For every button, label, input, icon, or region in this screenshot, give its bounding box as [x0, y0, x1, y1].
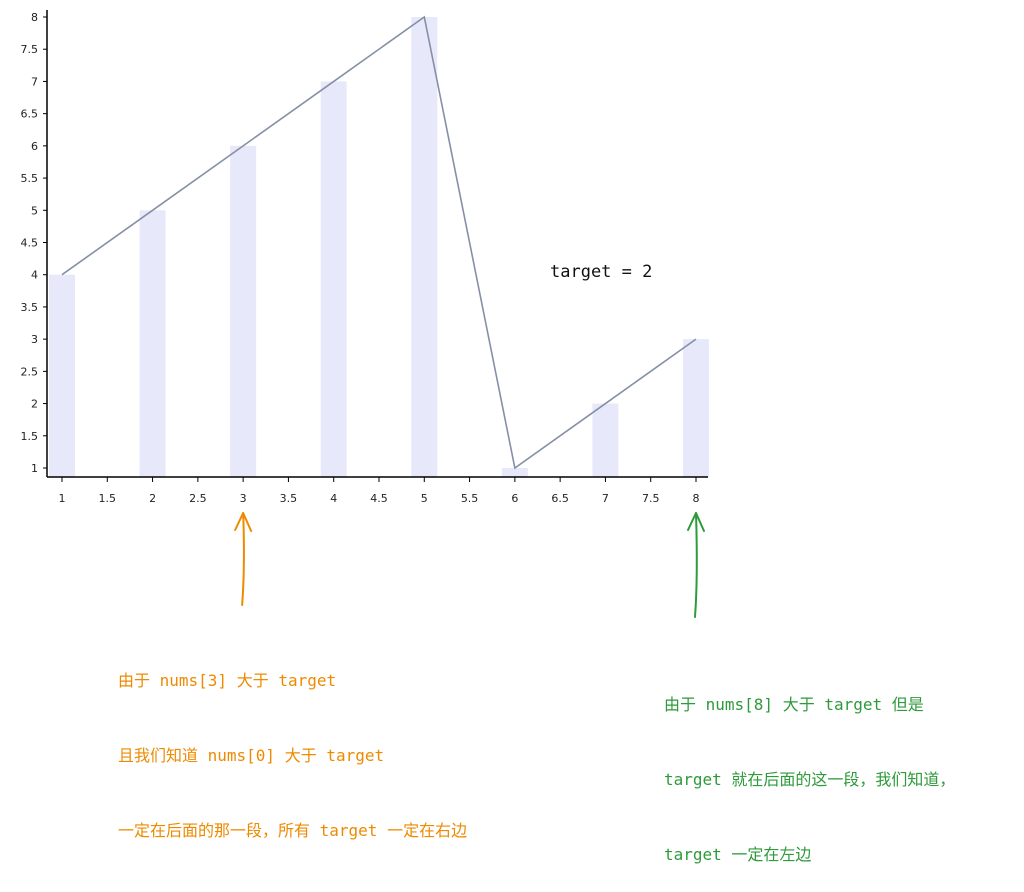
y-tick-label: 7	[31, 75, 38, 88]
bar-8	[683, 339, 709, 477]
green-arrow	[687, 512, 705, 618]
line-layer	[61, 15, 697, 470]
bar-5	[411, 17, 438, 477]
bar-1	[49, 274, 75, 477]
x-tick-label: 6.5	[551, 492, 569, 505]
orange-arrow	[234, 512, 253, 606]
x-tick-label: 2.5	[189, 492, 207, 505]
y-tick-label: 4.5	[21, 237, 39, 250]
x-tick-label: 3.5	[280, 492, 298, 505]
x-tick-label: 4.5	[370, 492, 388, 505]
y-tick-label: 1	[31, 462, 38, 475]
y-tick-label: 7.5	[21, 43, 39, 56]
target-label: target = 2	[550, 262, 653, 282]
x-tick-label: 7	[602, 492, 609, 505]
x-tick-label: 5.5	[461, 492, 479, 505]
bar-4	[320, 81, 347, 477]
y-tick-label: 5	[31, 204, 38, 217]
green-annotation: 由于 nums[8] 大于 target 但是 target 就在后面的这一段，…	[664, 642, 955, 892]
orange-annotation-line-3: 一定在后面的那一段，所有 target 一定在右边	[118, 821, 468, 840]
y-tick-label: 8	[31, 11, 38, 24]
green-annotation-line-2: target 就在后面的这一段，我们知道，	[664, 770, 956, 789]
chart: 1 1.5 2 2.5 3 3.5 4 4.5 5 5.5 6 6.5 7 7.5 8 1 1.5 2 2.5 3 3.…	[21, 10, 709, 618]
orange-annotation-line-1: 由于 nums[3] 大于 target	[118, 671, 337, 690]
x-tick-label: 2	[149, 492, 156, 505]
bar-7	[592, 403, 619, 477]
orange-annotation: 由于 nums[3] 大于 target 且我们知道 nums[0] 大于 ta…	[118, 618, 467, 868]
y-tick-label: 4	[31, 269, 38, 282]
x-tick-label: 1.5	[99, 492, 117, 505]
bars-layer	[49, 17, 709, 478]
arrows-layer	[234, 512, 705, 618]
bar-6	[501, 468, 528, 477]
x-tick-label: 6	[511, 492, 518, 505]
y-tick-label: 1.5	[21, 430, 39, 443]
x-tick-label: 1	[59, 492, 66, 505]
y-tick-label: 6	[31, 140, 38, 153]
bar-3	[230, 145, 257, 477]
x-tick-label: 8	[693, 492, 700, 505]
y-tick-label: 6.5	[21, 108, 39, 121]
bar-2	[139, 210, 166, 478]
y-tick-label: 3	[31, 333, 38, 346]
y-tick-label: 2.5	[21, 365, 39, 378]
green-annotation-line-1: 由于 nums[8] 大于 target 但是	[664, 695, 924, 714]
y-tick-label: 3.5	[21, 301, 39, 314]
y-tick-label: 5.5	[21, 172, 39, 185]
y-tick-label: 2	[31, 398, 38, 411]
ticks-layer: 1 1.5 2 2.5 3 3.5 4 4.5 5 5.5 6 6.5 7 7.5 8 1 1.5 2 2.5 3 3.…	[21, 11, 700, 505]
axes-layer	[46, 10, 708, 478]
green-annotation-line-3: target 一定在左边	[664, 845, 812, 864]
x-tick-label: 3	[240, 492, 247, 505]
orange-annotation-line-2: 且我们知道 nums[0] 大于 target	[118, 746, 385, 765]
x-tick-label: 4	[330, 492, 337, 505]
x-tick-label: 5	[421, 492, 428, 505]
x-tick-label: 7.5	[642, 492, 660, 505]
series-line	[61, 15, 697, 470]
